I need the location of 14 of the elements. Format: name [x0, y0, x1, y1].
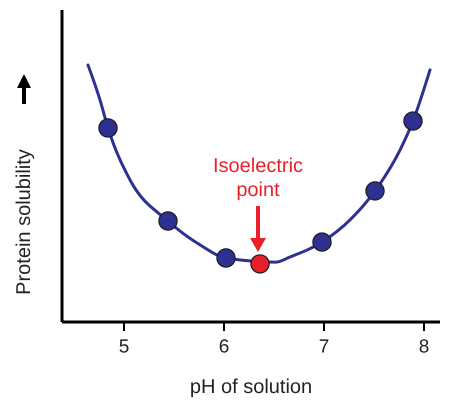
x-tick-label: 8 [418, 336, 430, 358]
point [312, 232, 332, 252]
point [365, 181, 385, 201]
annotation: Isoelectric point [212, 155, 304, 201]
x-axis-title: pH of solution [190, 376, 312, 398]
point [98, 118, 118, 138]
point [158, 211, 178, 231]
point [250, 254, 270, 274]
point [403, 111, 423, 131]
point [216, 248, 236, 268]
x-tick-label: 5 [118, 336, 130, 358]
x-tick-label: 6 [218, 336, 230, 358]
x-tick-label: 7 [318, 336, 330, 358]
y-axis-title: Protein solubility [13, 149, 35, 295]
